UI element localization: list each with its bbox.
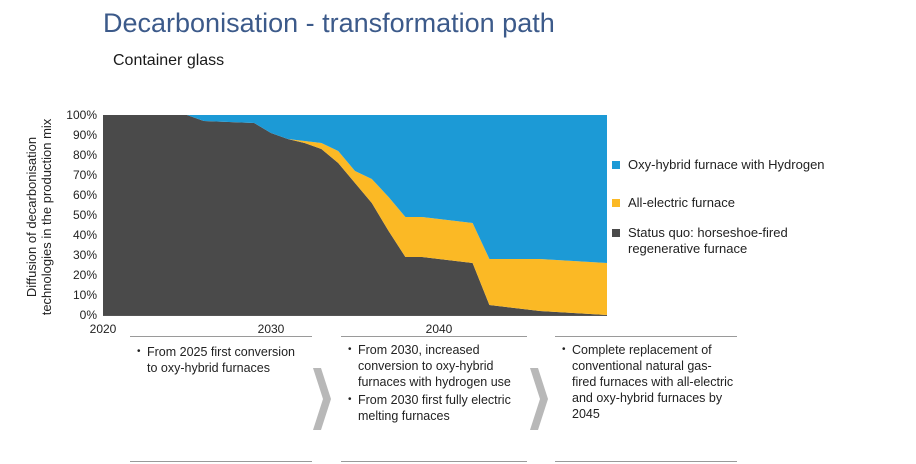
phase-3-bullet-1: Complete replacement of conventional nat… bbox=[562, 342, 734, 422]
page-subtitle: Container glass bbox=[113, 52, 225, 69]
phase-2-bottom-rule bbox=[341, 461, 527, 462]
legend-label-status-quo: Status quo: horseshoe-fired regenerative… bbox=[628, 225, 788, 256]
y-tick-label: 100% bbox=[66, 108, 97, 122]
y-tick-label: 70% bbox=[73, 168, 97, 182]
phase-3-top-rule bbox=[555, 336, 737, 337]
legend-swatch-status-quo bbox=[612, 229, 620, 237]
phase-3-box: Complete replacement of conventional nat… bbox=[562, 342, 734, 424]
phase-1-bullet-1: From 2025 first conversion to oxy-hybrid… bbox=[137, 344, 307, 376]
area-series-oxy-hybrid bbox=[103, 115, 607, 263]
phase-2-top-rule bbox=[341, 336, 527, 337]
y-axis-label-line-1: Diffusion of decarbonisation bbox=[24, 137, 39, 297]
legend-label-oxy-hybrid: Oxy-hybrid furnace with Hydrogen bbox=[628, 157, 825, 172]
area-series-all-electric bbox=[103, 115, 607, 315]
legend-label-all-electric: All-electric furnace bbox=[628, 195, 735, 210]
area-chart: 0% 10% 20% 30% 40% 50% 60% 70% 80% 90% 100% 2020 20… bbox=[24, 108, 607, 336]
y-tick-label: 80% bbox=[73, 148, 97, 162]
y-tick-label: 40% bbox=[73, 228, 97, 242]
x-tick-label: 2030 bbox=[258, 322, 285, 336]
x-tick-label: 2040 bbox=[426, 322, 453, 336]
phase-2-box: From 2030, increased conversion to oxy-h… bbox=[348, 342, 526, 426]
phase-1-box: From 2025 first conversion to oxy-hybrid… bbox=[137, 344, 307, 378]
legend-swatch-all-electric bbox=[612, 199, 620, 207]
legend-item-all-electric: All-electric furnace bbox=[612, 195, 735, 211]
legend-item-oxy-hybrid: Oxy-hybrid furnace with Hydrogen bbox=[612, 157, 825, 173]
legend-swatch-oxy-hybrid bbox=[612, 161, 620, 169]
y-tick-label: 60% bbox=[73, 188, 97, 202]
y-axis-label-line-2: technologies in the production mix bbox=[39, 118, 54, 315]
y-tick-label: 30% bbox=[73, 248, 97, 262]
y-tick-label: 0% bbox=[80, 308, 98, 322]
legend-item-status-quo: Status quo: horseshoe-fired regenerative… bbox=[612, 225, 827, 257]
y-tick-label: 50% bbox=[73, 208, 97, 222]
chevron-right-icon bbox=[530, 368, 548, 430]
page-title: Decarbonisation - transformation path bbox=[103, 8, 555, 38]
y-tick-label: 10% bbox=[73, 288, 97, 302]
area-series-status-quo bbox=[103, 115, 607, 315]
phase-2-bullet-2: From 2030 first fully electric melting f… bbox=[348, 392, 526, 424]
phase-2-bullet-1: From 2030, increased conversion to oxy-h… bbox=[348, 342, 526, 390]
phase-1-top-rule bbox=[130, 336, 312, 337]
y-tick-label: 90% bbox=[73, 128, 97, 142]
chevron-right-icon bbox=[313, 368, 331, 430]
y-tick-label: 20% bbox=[73, 268, 97, 282]
x-tick-label: 2020 bbox=[90, 322, 117, 336]
phase-3-bottom-rule bbox=[555, 461, 737, 462]
phase-1-bottom-rule bbox=[130, 461, 312, 462]
